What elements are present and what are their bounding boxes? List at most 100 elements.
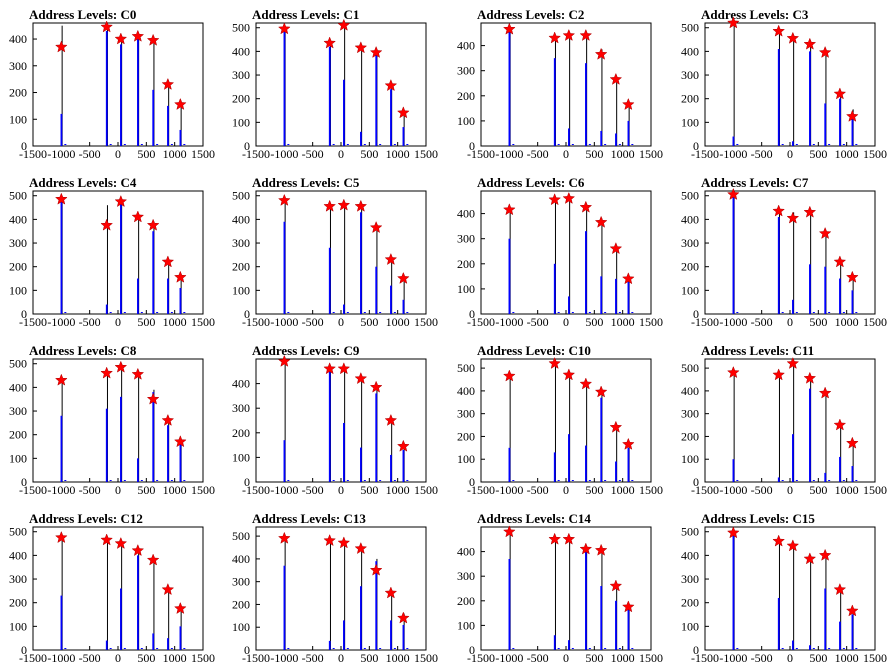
bar: [328, 247, 331, 314]
x-tick-label: 1500: [414, 483, 438, 497]
y-tick-label: 300: [9, 59, 27, 73]
x-tick-label: 1000: [386, 651, 410, 665]
bar: [851, 290, 854, 314]
peak-marker: [609, 420, 623, 433]
peak-marker: [131, 210, 145, 223]
x-tick-label: 0: [115, 483, 121, 497]
peak-marker: [502, 203, 516, 216]
bar: [809, 388, 811, 482]
peak-marker: [786, 211, 800, 224]
y-tick-label: 300: [232, 68, 250, 82]
bar: [328, 640, 331, 650]
x-tick-label: 1000: [386, 147, 410, 161]
y-tick-label: 400: [681, 212, 699, 226]
y-tick-label: 400: [232, 377, 250, 391]
bar: [375, 53, 378, 146]
peak-marker: [161, 255, 175, 268]
peak-marker: [114, 32, 128, 45]
chart-title: Address Levels: C9: [252, 343, 360, 358]
peak-marker: [146, 553, 160, 566]
chart-panel-5: Address Levels: C50100200300400500-1500-…: [232, 175, 438, 329]
bar: [328, 371, 331, 482]
x-tick-label: -1000: [719, 651, 747, 665]
bar: [732, 136, 735, 146]
y-tick-label: 0: [469, 307, 475, 321]
bar: [600, 276, 603, 314]
bar: [390, 285, 392, 314]
chart-title: Address Levels: C11: [701, 343, 814, 358]
bar: [553, 263, 556, 314]
chart-title: Address Levels: C4: [29, 175, 137, 190]
peak-marker: [562, 191, 576, 204]
x-tick-label: -500: [302, 147, 324, 161]
x-tick-label: 1500: [191, 147, 215, 161]
peak-marker: [845, 270, 859, 283]
x-tick-label: -500: [79, 651, 101, 665]
x-tick-label: 500: [585, 483, 603, 497]
bar: [360, 212, 362, 314]
peak-marker: [173, 97, 187, 110]
y-tick-label: 400: [9, 32, 27, 46]
bar: [390, 89, 392, 146]
bar: [627, 276, 630, 314]
bar: [851, 112, 854, 146]
peak-marker: [548, 31, 562, 44]
bar: [167, 105, 169, 146]
y-tick-label: 200: [681, 92, 699, 106]
x-tick-label: -1500: [19, 147, 47, 161]
peak-marker: [323, 362, 337, 375]
y-tick-label: 200: [457, 257, 475, 271]
y-tick-label: 500: [9, 357, 27, 371]
bar: [615, 461, 617, 482]
bar: [120, 396, 122, 482]
x-tick-label: 1500: [191, 315, 215, 329]
x-tick-label: 1500: [639, 315, 663, 329]
peak-marker: [277, 22, 291, 35]
x-tick-label: 1500: [414, 315, 438, 329]
bar: [375, 393, 378, 482]
y-tick-label: 0: [693, 643, 699, 657]
peak-marker: [369, 563, 383, 576]
peak-marker: [818, 548, 832, 561]
x-tick-label: -1500: [242, 315, 270, 329]
y-tick-label: 200: [9, 86, 27, 100]
peak-marker: [384, 252, 398, 266]
bar: [809, 645, 811, 650]
x-tick-label: -1000: [270, 651, 298, 665]
y-tick-label: 300: [681, 236, 699, 250]
y-tick-label: 0: [469, 475, 475, 489]
chart-panel-13: Address Levels: C13 0 100 200 300 400 500 -1500…: [232, 511, 438, 665]
peak-marker: [833, 418, 847, 431]
bar: [792, 141, 794, 146]
bar: [360, 447, 362, 482]
x-tick-label: 1500: [191, 651, 215, 665]
y-tick-label: 0: [693, 475, 699, 489]
x-tick-label: -1500: [242, 483, 270, 497]
y-tick-label: 300: [9, 572, 27, 586]
chart-panel-4: Address Levels: C40100200300400500-1500-…: [9, 175, 215, 329]
bar: [615, 278, 617, 314]
peak-marker: [131, 29, 145, 42]
bar: [179, 626, 182, 650]
bar: [105, 408, 108, 482]
bar: [152, 231, 155, 314]
chart-panel-11: Address Levels: C11 0 100 200 300 400 500 -1500…: [681, 343, 887, 497]
peak-marker: [369, 45, 383, 58]
y-tick-label: 500: [232, 21, 250, 35]
bar: [60, 113, 63, 146]
chart-panel-12: Address Levels: C12 0 100 200 300 400 500 -1500…: [9, 511, 215, 665]
peak-marker: [772, 368, 786, 381]
y-tick-label: 200: [457, 594, 475, 608]
peak-marker: [609, 72, 623, 85]
x-tick-label: -1000: [47, 147, 75, 161]
peak-marker: [594, 47, 608, 60]
peak-marker: [726, 365, 740, 379]
bar: [732, 195, 735, 314]
y-tick-label: 0: [469, 139, 475, 153]
y-tick-label: 200: [232, 597, 250, 611]
bar: [283, 565, 286, 650]
bar: [360, 586, 362, 650]
y-tick-label: 300: [9, 404, 27, 418]
x-tick-label: 1000: [386, 483, 410, 497]
